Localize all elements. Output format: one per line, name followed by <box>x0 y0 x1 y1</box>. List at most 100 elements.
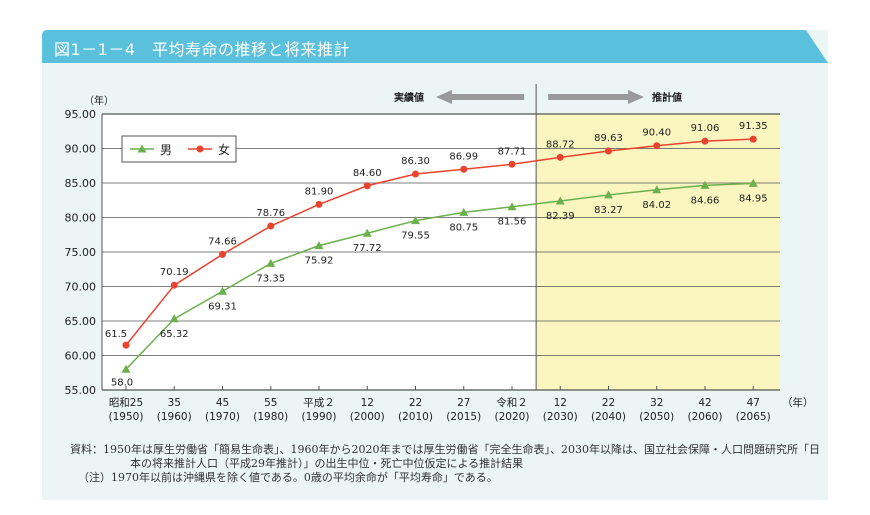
male-data-label: 77.72 <box>353 243 382 254</box>
female-data-label: 61.5 <box>105 329 127 340</box>
female-point <box>412 170 419 178</box>
male-data-label: 75.92 <box>305 256 334 267</box>
legend-marker <box>137 144 147 153</box>
y-tick-label: 90.00 <box>65 143 97 156</box>
female-data-label: 74.66 <box>208 236 237 247</box>
male-point <box>218 286 227 295</box>
x-tick-label: 平成２ <box>303 397 335 409</box>
male-point <box>411 216 420 225</box>
projected-values-label: 推計値 <box>652 91 682 104</box>
female-point <box>749 135 757 143</box>
x-tick-label: 55 <box>264 397 277 409</box>
male-point <box>459 207 469 216</box>
male-data-label: 84.02 <box>642 200 671 211</box>
x-tick-label: 12 <box>361 397 374 409</box>
x-tick-year: (1980) <box>253 411 288 423</box>
male-point <box>652 185 662 194</box>
arrow-left-icon <box>436 90 525 104</box>
legend-label-female: 女 <box>218 142 230 157</box>
female-point <box>653 142 661 150</box>
female-data-label: 84.60 <box>353 168 382 179</box>
female-data-label: 86.30 <box>401 156 430 167</box>
source-note-2: 本の将来推計人口（平成29年推計）」の出生中位・死亡中位仮定による推計結果 <box>130 457 524 470</box>
arrow-right-icon <box>548 90 644 104</box>
x-tick-year: (2030) <box>543 411 578 423</box>
x-tick-year: (2040) <box>591 411 626 423</box>
footnote: （注）1970年以前は沖縄県を除く値である。0歳の平均余命が「平均寿命」である。 <box>78 471 498 484</box>
female-point <box>701 137 709 145</box>
y-tick-label: 60.00 <box>65 350 97 363</box>
male-point <box>314 241 324 250</box>
x-tick-year: (1950) <box>109 411 144 423</box>
x-tick-label: 35 <box>168 397 181 409</box>
figure-title: 図1－1－4 平均寿命の推移と将来推計 <box>54 40 351 59</box>
x-tick-year: (2065) <box>736 411 771 423</box>
female-data-label: 88.72 <box>546 139 575 150</box>
female-data-label: 78.76 <box>256 208 285 219</box>
x-tick-label: 47 <box>747 397 760 409</box>
x-tick-label: 32 <box>650 397 663 409</box>
male-point <box>362 228 372 237</box>
x-axis-unit: （年） <box>782 396 814 409</box>
male-data-label: 79.55 <box>401 231 430 242</box>
female-data-label: 81.90 <box>305 186 334 197</box>
female-series-line <box>125 138 754 346</box>
x-tick-year: (2060) <box>688 411 723 423</box>
female-point <box>122 341 130 349</box>
male-data-label: 58.0 <box>111 377 133 388</box>
x-tick-label: 令和２ <box>496 396 528 409</box>
female-point <box>363 182 371 190</box>
legend-marker <box>196 145 204 153</box>
x-tick-year: (2000) <box>350 411 385 423</box>
female-point <box>315 200 323 208</box>
y-tick-label: 75.00 <box>65 246 97 259</box>
female-data-label: 91.06 <box>691 123 720 134</box>
male-data-label: 82.39 <box>546 211 575 222</box>
female-data-label: 91.35 <box>739 121 768 132</box>
female-data-label: 70.19 <box>160 267 189 278</box>
x-tick-label: 27 <box>457 397 470 409</box>
y-tick-label: 95.00 <box>65 108 97 121</box>
x-tick-label: 22 <box>409 397 422 409</box>
male-data-label: 80.75 <box>449 222 478 233</box>
male-series-line <box>125 182 754 370</box>
female-point <box>170 281 178 289</box>
x-tick-year: (2010) <box>398 411 433 423</box>
male-point <box>555 196 565 205</box>
female-point <box>556 153 564 161</box>
x-tick-year: (1990) <box>302 411 337 423</box>
male-data-label: 73.35 <box>256 273 285 284</box>
y-tick-label: 70.00 <box>65 281 97 294</box>
x-tick-label: 22 <box>602 397 615 409</box>
female-point <box>508 160 516 168</box>
female-data-label: 87.71 <box>498 146 527 157</box>
y-tick-label: 80.00 <box>65 212 97 225</box>
male-point <box>266 258 276 267</box>
male-point <box>748 178 758 187</box>
female-point <box>219 250 226 258</box>
female-point <box>460 165 468 173</box>
male-point <box>121 364 131 373</box>
x-tick-label: 昭和25 <box>109 397 143 409</box>
x-tick-year: (2020) <box>495 411 530 423</box>
y-tick-label: 85.00 <box>65 177 97 190</box>
x-tick-label: 12 <box>554 397 567 409</box>
female-data-label: 90.40 <box>642 128 671 139</box>
actual-values-label: 実績値 <box>394 91 424 104</box>
y-axis-unit: （年） <box>84 94 114 107</box>
female-data-label: 86.99 <box>449 151 478 162</box>
male-point <box>700 180 710 189</box>
female-point <box>605 147 612 155</box>
male-data-label: 81.56 <box>498 217 527 228</box>
y-tick-label: 55.00 <box>65 384 97 397</box>
male-point <box>507 202 517 211</box>
x-tick-year: (2050) <box>639 411 674 423</box>
x-tick-year: (2015) <box>446 411 481 423</box>
source-note-1: 資料：1950年は厚生労働省「簡易生命表」、1960年から2020年までは厚生労… <box>70 443 820 456</box>
male-data-label: 83.27 <box>594 205 623 216</box>
female-point <box>267 222 275 230</box>
female-data-label: 89.63 <box>594 133 623 144</box>
male-data-label: 65.32 <box>160 329 189 340</box>
male-point <box>169 314 179 323</box>
